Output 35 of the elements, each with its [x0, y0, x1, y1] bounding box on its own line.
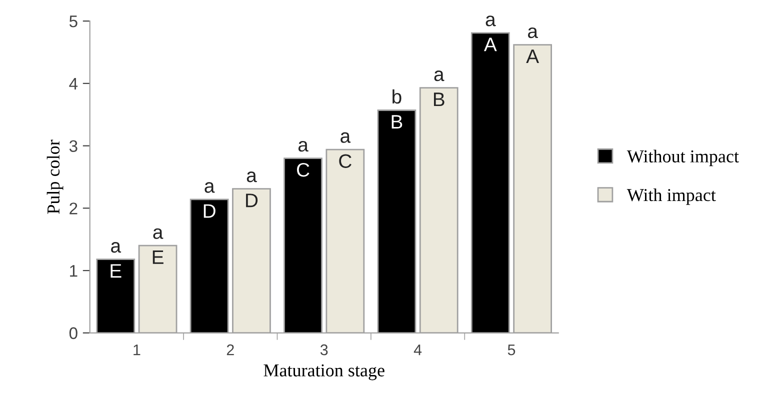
data-label: D — [246, 194, 258, 208]
data-label: D — [204, 204, 216, 218]
annotation: a — [111, 242, 122, 253]
annotation: a — [486, 16, 496, 26]
data-label: E — [152, 250, 164, 264]
data-label: C — [339, 154, 352, 168]
x-tick-label: 1 — [134, 344, 140, 356]
annotation: a — [528, 27, 538, 38]
annotation: a — [340, 132, 351, 143]
data-label: B — [392, 115, 402, 129]
y-tick-label: 4 — [69, 78, 78, 90]
legend-label: With impact — [626, 188, 716, 205]
y-tick-label: 5 — [69, 16, 78, 28]
x-tick-label: 3 — [320, 344, 328, 356]
legend-label: Without impact — [626, 150, 739, 166]
y-tick-label: 3 — [69, 140, 78, 152]
annotation: a — [246, 172, 257, 182]
annotation: a — [204, 182, 215, 193]
y-tick-label: 2 — [70, 202, 78, 214]
y-tick-label: 1 — [70, 265, 78, 277]
annotation: a — [153, 228, 164, 239]
annotation: a — [298, 141, 308, 152]
x-tick-label: 2 — [226, 344, 234, 356]
data-label: E — [110, 264, 122, 278]
annotation: a — [434, 70, 444, 82]
data-label: C — [296, 162, 310, 177]
x-tick-label: 4 — [414, 344, 422, 356]
data-label: B — [434, 92, 444, 106]
y-axis-title: Pulp color — [46, 140, 64, 214]
data-label: A — [484, 38, 497, 52]
y-tick-label: 0 — [69, 327, 78, 340]
annotation: b — [392, 89, 402, 104]
data-label: A — [526, 50, 540, 64]
x-axis-title: Maturation stage — [264, 364, 384, 380]
x-tick-label: 5 — [508, 344, 516, 356]
